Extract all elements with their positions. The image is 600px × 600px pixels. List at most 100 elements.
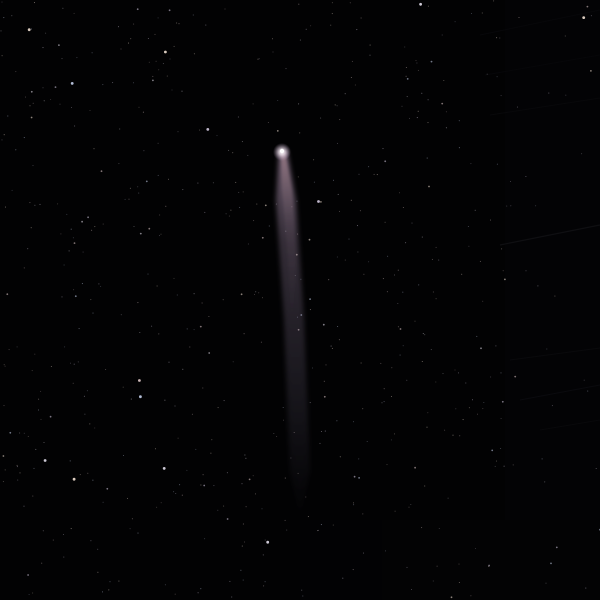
star xyxy=(171,89,173,91)
star xyxy=(330,345,332,347)
star xyxy=(387,255,389,257)
star xyxy=(255,291,257,293)
star xyxy=(117,26,120,28)
star xyxy=(350,76,352,79)
star xyxy=(242,523,244,525)
star xyxy=(57,203,59,205)
star xyxy=(43,441,45,444)
star xyxy=(435,298,437,300)
star xyxy=(176,22,178,24)
star xyxy=(179,484,181,486)
star xyxy=(72,237,74,239)
star xyxy=(217,509,219,511)
star xyxy=(32,495,34,497)
star xyxy=(40,418,42,420)
star xyxy=(169,58,171,60)
star xyxy=(416,62,418,64)
star xyxy=(118,580,120,582)
star xyxy=(200,484,202,486)
star xyxy=(130,398,132,400)
star xyxy=(98,283,100,285)
star xyxy=(404,46,406,48)
star xyxy=(583,379,585,381)
star xyxy=(34,353,36,355)
star xyxy=(235,181,237,183)
star xyxy=(198,129,201,131)
star xyxy=(350,199,352,201)
star xyxy=(158,333,160,335)
star xyxy=(337,193,339,195)
star xyxy=(162,467,166,470)
star xyxy=(157,174,159,176)
star xyxy=(332,524,334,526)
star xyxy=(243,541,246,543)
star xyxy=(590,70,592,72)
star xyxy=(77,361,79,363)
star xyxy=(61,58,63,60)
star xyxy=(3,134,5,136)
star xyxy=(512,464,514,466)
star xyxy=(228,215,230,217)
star xyxy=(76,57,78,59)
star xyxy=(360,17,362,19)
star xyxy=(91,52,93,54)
star xyxy=(489,219,492,221)
star xyxy=(19,432,21,434)
star xyxy=(176,294,178,296)
star xyxy=(406,566,408,568)
star xyxy=(481,12,483,14)
star xyxy=(298,103,300,105)
star xyxy=(173,45,175,47)
star xyxy=(309,402,311,404)
star xyxy=(136,8,139,11)
star xyxy=(394,510,396,512)
star xyxy=(286,529,288,531)
star xyxy=(78,328,80,330)
star xyxy=(352,569,354,571)
star xyxy=(551,405,553,407)
star xyxy=(545,582,547,584)
star xyxy=(486,73,488,75)
star xyxy=(3,405,5,407)
star xyxy=(310,25,312,27)
star xyxy=(29,202,31,204)
star xyxy=(393,274,396,276)
star xyxy=(368,166,370,168)
star xyxy=(373,173,375,175)
star xyxy=(261,236,264,239)
star xyxy=(330,24,332,26)
star xyxy=(338,210,341,212)
star xyxy=(38,398,40,400)
star xyxy=(564,35,566,37)
star xyxy=(224,8,226,10)
star xyxy=(344,259,346,261)
star xyxy=(45,32,47,34)
star xyxy=(100,285,102,287)
star xyxy=(229,580,231,582)
star xyxy=(260,341,262,343)
star xyxy=(43,459,47,462)
star xyxy=(282,406,284,409)
star xyxy=(272,51,274,53)
star xyxy=(4,206,7,208)
star xyxy=(468,407,470,409)
star xyxy=(336,105,338,107)
star xyxy=(230,209,232,211)
star xyxy=(362,408,364,410)
star xyxy=(482,408,484,410)
star xyxy=(29,105,31,107)
star xyxy=(253,293,256,295)
star xyxy=(97,571,99,573)
star xyxy=(206,127,210,131)
star xyxy=(151,325,153,327)
star xyxy=(210,452,212,454)
star xyxy=(470,12,473,15)
star xyxy=(128,198,130,200)
star xyxy=(182,368,184,370)
star xyxy=(586,5,589,8)
star xyxy=(550,562,552,565)
star xyxy=(426,157,428,159)
star xyxy=(398,192,401,194)
star xyxy=(426,426,428,428)
